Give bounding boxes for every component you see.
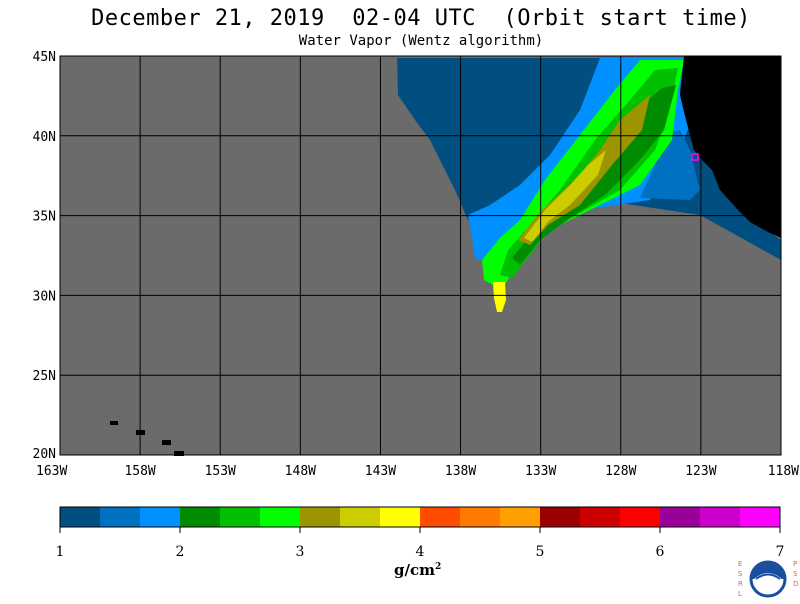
swath-band-medium-blue <box>640 130 700 200</box>
longitude-label: 143W <box>365 464 396 479</box>
island-kauai <box>110 421 118 425</box>
colorbar-swatch <box>300 507 341 527</box>
colorbar-swatch <box>660 507 701 527</box>
latitude-labels: 45N 40N 35N 30N 25N 20N <box>33 50 56 462</box>
swath-band-yellow <box>493 282 506 312</box>
colorbar-tick-label: 7 <box>776 544 785 560</box>
map-subtitle: Water Vapor (Wentz algorithm) <box>298 33 544 49</box>
island-hawaii <box>174 451 184 456</box>
colorbar-swatch <box>700 507 741 527</box>
colorbar-swatch <box>60 507 101 527</box>
map-title: December 21, 2019 02-04 UTC (Orbit start… <box>91 6 751 31</box>
colorbar-swatch <box>740 507 781 527</box>
colorbar-ticks: 1 2 3 4 5 6 7 <box>56 527 785 560</box>
longitude-label: 133W <box>525 464 556 479</box>
station-label: CZD <box>699 148 717 159</box>
latitude-label: 30N <box>33 289 56 304</box>
noaa-emblem <box>749 560 787 598</box>
colorbar-swatch <box>340 507 381 527</box>
colorbar-swatch <box>180 507 221 527</box>
colorbar-units: g/cm2 <box>394 561 441 579</box>
longitude-label: 118W <box>768 464 799 479</box>
colorbar-swatch <box>220 507 261 527</box>
colorbar-tick-label: 3 <box>296 544 305 560</box>
longitude-label: 153W <box>205 464 236 479</box>
colorbar-swatch <box>260 507 301 527</box>
longitude-labels: 163W 158W 153W 148W 143W 138W 133W 128W 123W 118W <box>36 464 799 479</box>
colorbar-swatch <box>620 507 661 527</box>
longitude-label: 128W <box>605 464 636 479</box>
colorbar-tick-label: 2 <box>176 544 185 560</box>
colorbar-tick-label: 5 <box>536 544 545 560</box>
logo-letter: P <box>793 560 798 568</box>
logo-letter: R <box>738 580 743 588</box>
colorbar-swatch <box>580 507 621 527</box>
noaa-logo: E S R L P S D <box>736 558 800 600</box>
logo-letter: D <box>793 580 799 588</box>
land-mass-north-america <box>680 56 781 238</box>
logo-letter: E <box>738 560 743 568</box>
longitude-label: 163W <box>36 464 67 479</box>
graticule <box>60 56 781 455</box>
colorbar-swatch <box>140 507 181 527</box>
longitude-label: 123W <box>685 464 716 479</box>
logo-letter: L <box>738 590 742 598</box>
colorbar-swatch <box>460 507 501 527</box>
colorbar-swatch <box>380 507 421 527</box>
colorbar-swatch <box>100 507 141 527</box>
colorbar-tick-label: 6 <box>656 544 665 560</box>
map-frame <box>59 55 782 456</box>
logo-letter: S <box>793 570 798 578</box>
latitude-label: 35N <box>33 210 56 225</box>
logo-letter: S <box>738 570 743 578</box>
colorbar-tick-label: 1 <box>56 544 65 560</box>
colorbar <box>59 506 781 528</box>
station-marker: CZD <box>691 148 717 161</box>
latitude-label: 20N <box>33 447 56 462</box>
longitude-label: 138W <box>445 464 476 479</box>
island-molokai <box>162 440 171 445</box>
colorbar-swatch <box>540 507 581 527</box>
colorbar-tick-label: 4 <box>416 544 425 560</box>
longitude-label: 158W <box>124 464 155 479</box>
latitude-label: 25N <box>33 369 56 384</box>
units-text: g/cm <box>394 561 435 579</box>
latitude-label: 40N <box>33 130 56 145</box>
station-marker-box <box>691 153 699 161</box>
units-exponent: 2 <box>434 562 442 572</box>
latitude-label: 45N <box>33 50 56 65</box>
swath-band-yellow-green <box>524 150 606 242</box>
colorbar-swatch <box>500 507 541 527</box>
colorbar-swatch <box>420 507 461 527</box>
longitude-label: 148W <box>285 464 316 479</box>
